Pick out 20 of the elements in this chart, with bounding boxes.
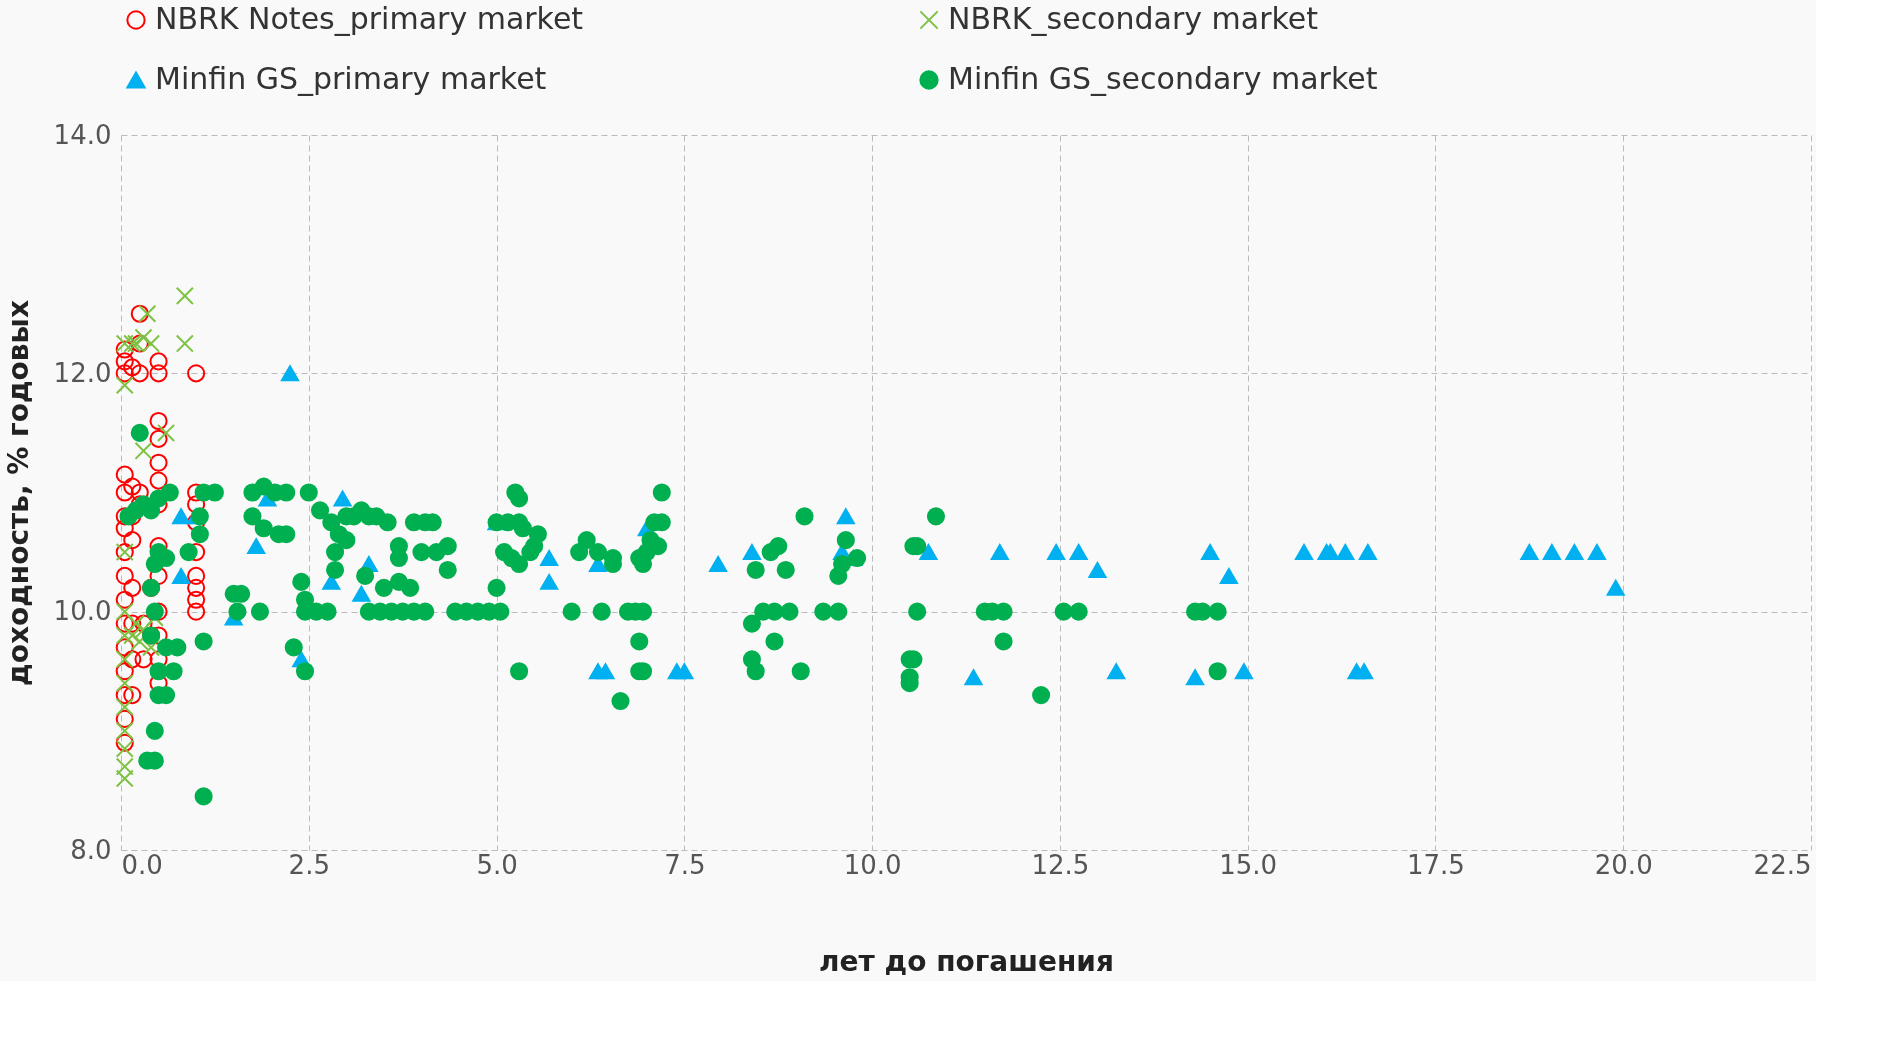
x-tick-label: 5.0 (476, 849, 518, 880)
x-tick-label: 20.0 (1594, 849, 1653, 880)
x-tick-label: 22.5 (1753, 849, 1812, 880)
x-tick-label: 15.0 (1219, 849, 1278, 880)
y-tick-label: 10.0 (53, 596, 112, 627)
x-tick-label: 7.5 (664, 849, 706, 880)
x-tick-label: 12.5 (1031, 849, 1090, 880)
legend-label: NBRK Notes_primary market (155, 1, 584, 36)
x-tick-label: 17.5 (1407, 849, 1465, 880)
y-tick-label: 12.0 (53, 357, 112, 388)
legend-label: Minfin GS_primary market (155, 61, 547, 96)
x-axis-title: лет до погашения (819, 944, 1114, 978)
x-tick-label: 2.5 (288, 849, 330, 880)
legend-label: NBRK_secondary market (948, 1, 1319, 36)
x-tick-label: 10.0 (843, 849, 902, 880)
y-tick-label: 14.0 (53, 119, 112, 150)
legend-label: Minfin GS_secondary market (948, 61, 1378, 96)
y-tick-label: 8.0 (70, 834, 112, 865)
x-tick-label: 0.0 (121, 849, 163, 880)
y-axis-title: доходность, % годовых (1, 300, 35, 686)
